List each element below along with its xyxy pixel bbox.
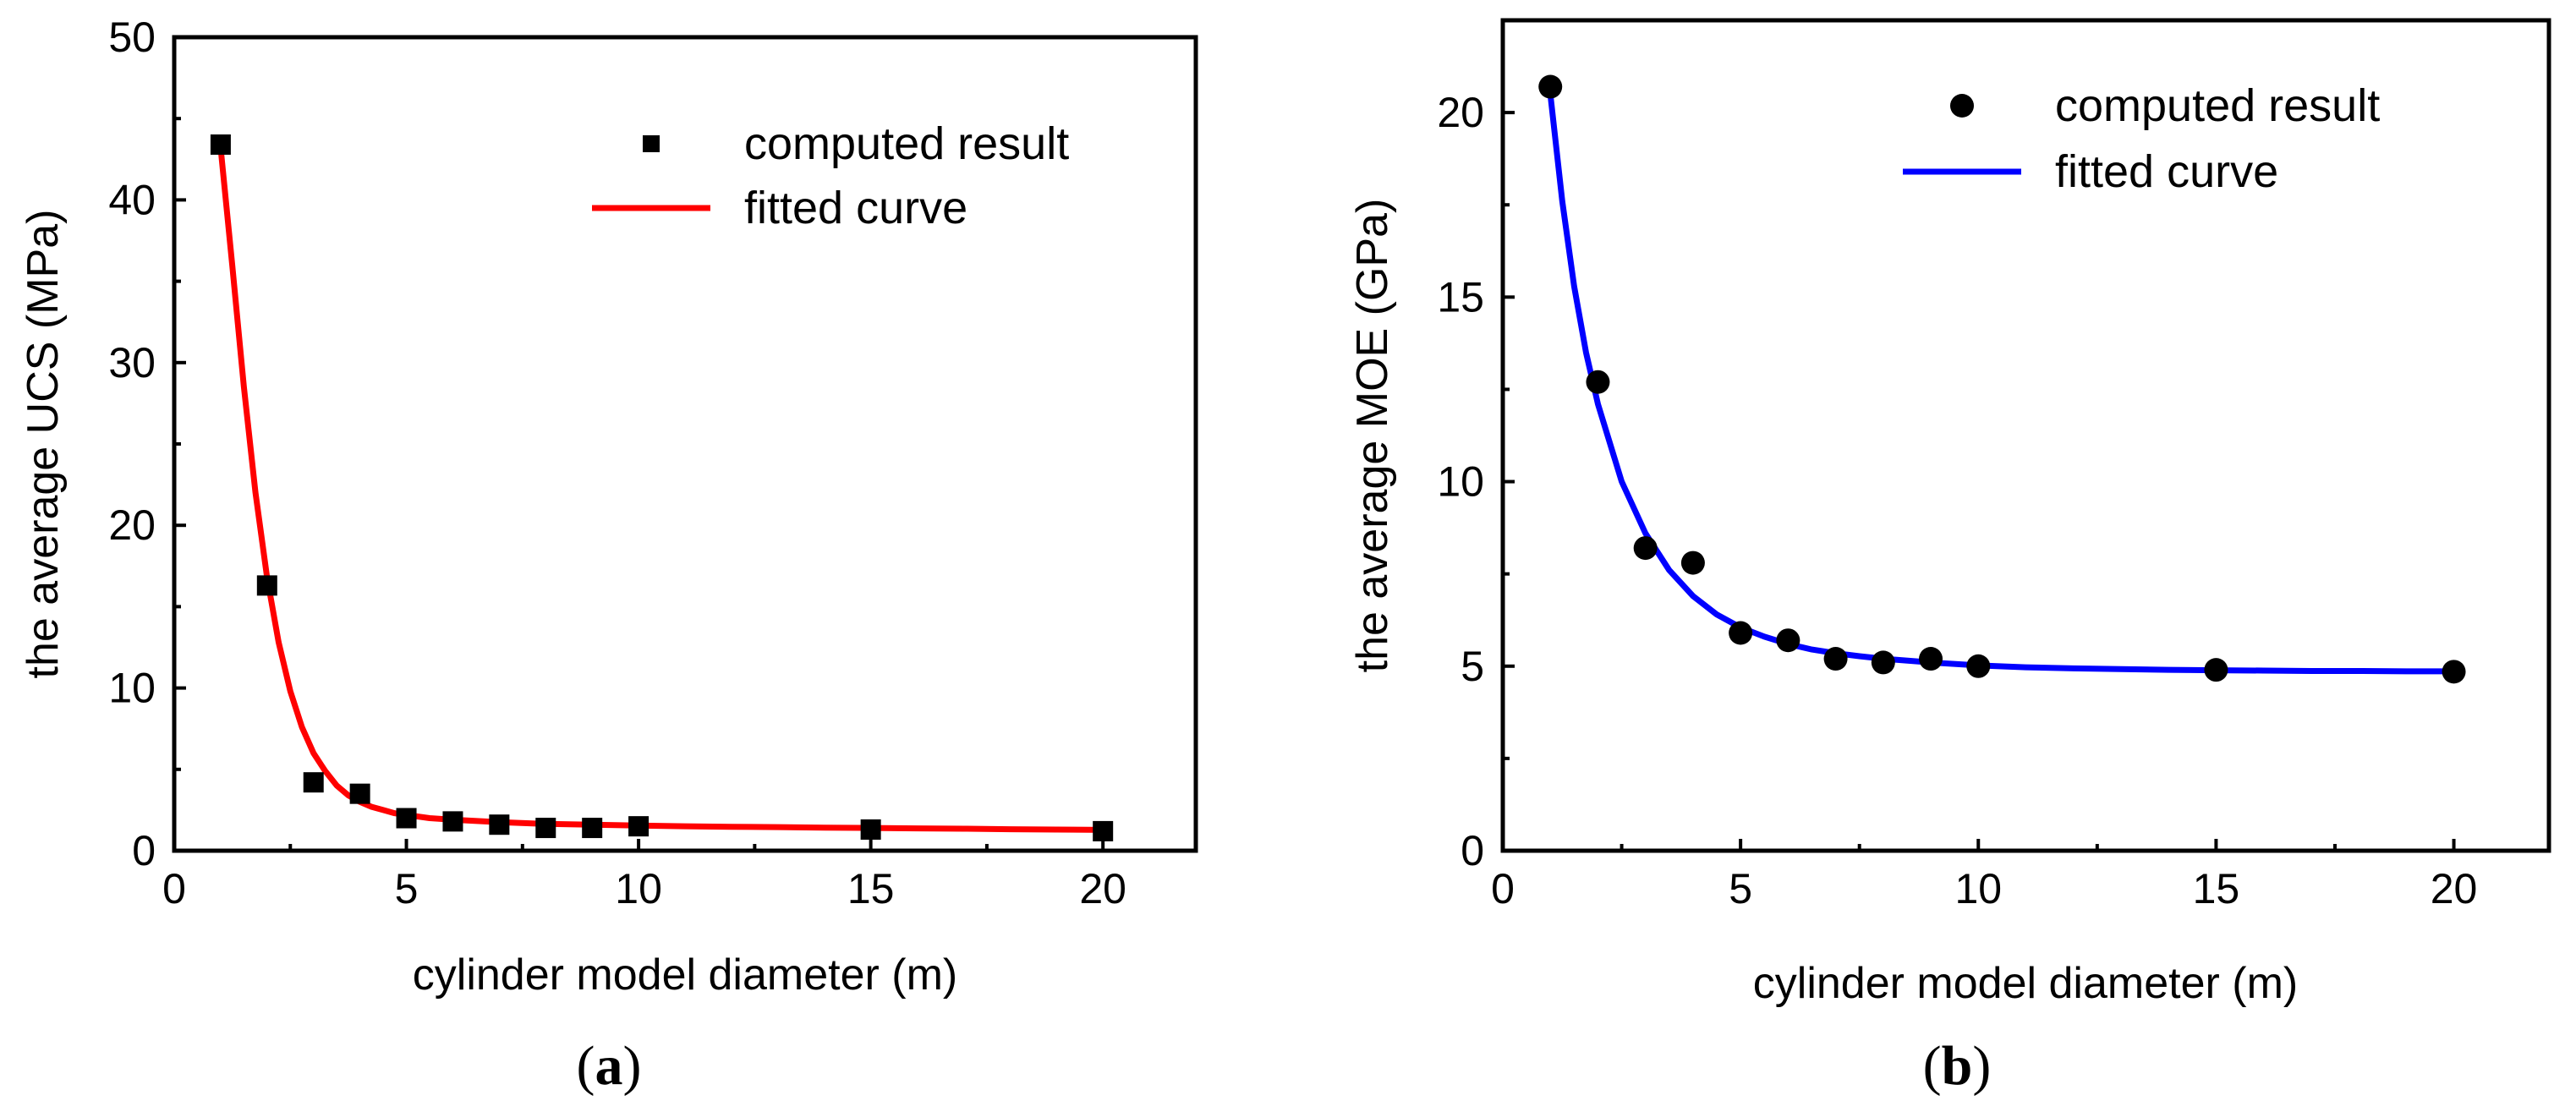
data-point xyxy=(210,134,231,155)
data-point xyxy=(489,814,510,835)
data-point xyxy=(2442,660,2466,684)
caption-letter: a xyxy=(595,1035,623,1097)
chart-panel-a: 0 5 10 15 20 0 10 20 30 40 50 computed result fitte… xyxy=(19,14,1198,1097)
data-point xyxy=(535,818,556,839)
x-tick-label: 0 xyxy=(162,865,186,912)
data-point xyxy=(349,783,370,804)
axis-ticks: 0 5 10 15 20 0 10 20 30 40 50 xyxy=(108,14,1126,912)
legend-label: fitted curve xyxy=(744,183,967,233)
computed-result-markers xyxy=(210,134,1114,841)
legend-label: computed result xyxy=(744,118,1069,169)
data-point xyxy=(303,772,324,793)
caption-close: ) xyxy=(1972,1035,1991,1097)
data-point xyxy=(1633,536,1658,561)
x-tick-label: 0 xyxy=(1491,865,1515,912)
data-point xyxy=(1966,654,1991,678)
caption-open: ( xyxy=(1923,1035,1942,1097)
y-tick-label: 30 xyxy=(108,339,156,386)
data-point xyxy=(1776,628,1800,653)
y-tick-label: 20 xyxy=(1437,89,1484,136)
data-point xyxy=(582,818,603,839)
legend-label: fitted curve xyxy=(2055,146,2278,197)
data-point xyxy=(1871,650,1895,675)
y-axis-label: the average MOE (GPa) xyxy=(1348,199,1397,673)
fitted-curve-line xyxy=(1547,90,2457,675)
legend-label: computed result xyxy=(2055,80,2380,131)
caption-open: ( xyxy=(577,1035,595,1097)
data-point xyxy=(628,816,649,837)
y-tick-label: 20 xyxy=(108,501,156,549)
caption-close: ) xyxy=(623,1035,642,1097)
y-tick-label: 40 xyxy=(108,176,156,223)
x-axis-label: cylinder model diameter (m) xyxy=(413,950,957,1000)
y-tick-label: 10 xyxy=(1437,458,1484,506)
y-tick-label: 0 xyxy=(1461,827,1484,874)
x-tick-label: 5 xyxy=(395,865,419,912)
data-point xyxy=(2204,658,2228,682)
fitted-curve-line xyxy=(217,145,1106,833)
data-point xyxy=(442,811,463,832)
x-tick-label: 15 xyxy=(2193,865,2240,912)
computed-result-markers xyxy=(1538,74,2466,684)
x-tick-label: 15 xyxy=(847,865,895,912)
chart-panel-b: 0 5 10 15 20 0 5 10 15 20 computed result fitted c… xyxy=(1348,18,2551,1097)
fitted-curve xyxy=(1547,90,2457,675)
data-point xyxy=(1919,647,1943,671)
axis-ticks: 0 5 10 15 20 0 5 10 15 20 xyxy=(1437,89,2477,912)
legend: computed result fitted curve xyxy=(1903,80,2380,197)
panel-caption: (a) xyxy=(577,1035,642,1097)
fitted-curve xyxy=(217,145,1106,833)
x-tick-label: 10 xyxy=(615,865,662,912)
data-point xyxy=(1093,820,1114,841)
panel-caption: (b) xyxy=(1923,1035,1992,1097)
legend-marker-swatch xyxy=(643,135,660,152)
data-point xyxy=(860,819,881,840)
caption-letter: b xyxy=(1942,1035,1973,1097)
data-point xyxy=(256,575,277,596)
y-tick-label: 50 xyxy=(108,14,156,61)
x-tick-label: 20 xyxy=(2431,865,2478,912)
y-tick-label: 0 xyxy=(132,827,156,874)
x-tick-label: 5 xyxy=(1729,865,1752,912)
data-point xyxy=(1538,74,1563,99)
y-tick-label: 5 xyxy=(1461,643,1484,690)
y-tick-label: 15 xyxy=(1437,273,1484,320)
y-tick-label: 10 xyxy=(108,665,156,712)
data-point xyxy=(1729,621,1753,645)
x-tick-label: 10 xyxy=(1954,865,2002,912)
data-point xyxy=(1823,647,1848,671)
legend-marker-swatch xyxy=(1950,94,1974,118)
plot-frame xyxy=(1500,18,2551,853)
y-axis-label: the average UCS (MPa) xyxy=(19,210,68,679)
data-point xyxy=(396,808,417,829)
x-tick-label: 20 xyxy=(1079,865,1126,912)
data-point xyxy=(1586,370,1610,394)
legend: computed result fitted curve xyxy=(592,118,1069,233)
data-point xyxy=(1680,551,1705,575)
x-axis-label: cylinder model diameter (m) xyxy=(1753,959,2298,1008)
